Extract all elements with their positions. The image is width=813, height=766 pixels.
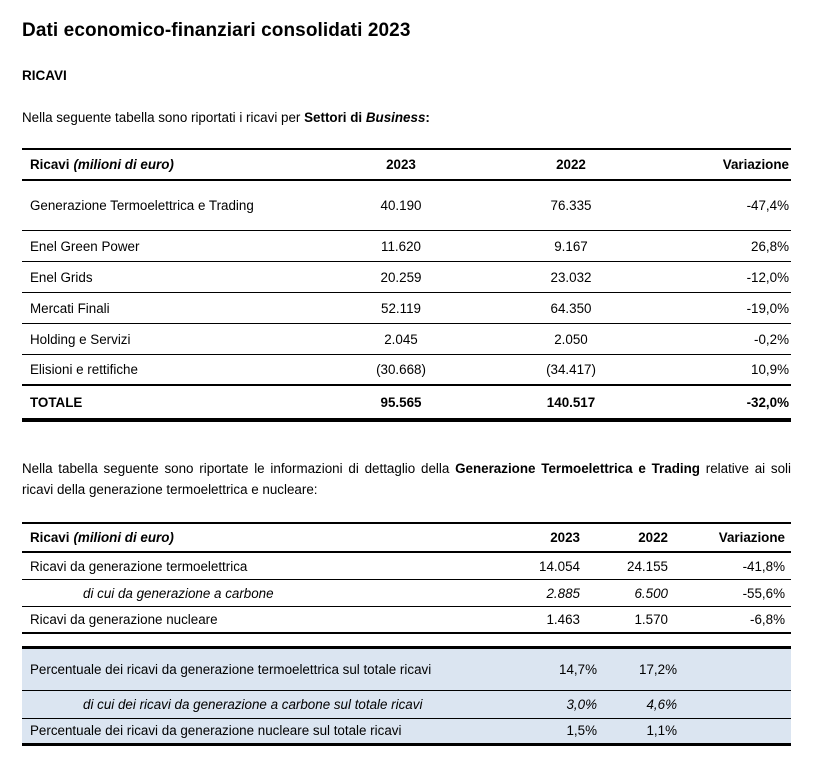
cell-2023: 1.463	[546, 612, 580, 627]
cell-2023: 52.119	[381, 300, 421, 316]
cell-variation: -19,0%	[746, 300, 789, 316]
cell-2022: 140.517	[546, 394, 596, 410]
cell-2023: 3,0%	[566, 696, 597, 712]
cell-2022: 9.167	[554, 238, 588, 254]
table-row: di cui dei ricavi da generazione a carbo…	[22, 691, 791, 719]
cell-label: Percentuale dei ricavi da generazione nu…	[30, 723, 402, 738]
table2-header-variation: Variazione	[718, 530, 785, 545]
table2-header-2023: 2023	[550, 530, 580, 545]
intro1-bold-italic: Business	[365, 110, 426, 125]
cell-variation: -32,0%	[746, 394, 789, 410]
cell-2022: 17,2%	[639, 661, 677, 677]
cell-label: Percentuale dei ricavi da generazione te…	[30, 661, 432, 677]
cell-variation: -41,8%	[742, 558, 785, 574]
cell-2023: 14.054	[539, 558, 580, 574]
cell-2022: 2.050	[554, 331, 588, 347]
table-row: Generazione Termoelettrica e Trading 40.…	[22, 181, 791, 231]
cell-2023: 1,5%	[566, 723, 597, 738]
cell-label: Enel Green Power	[30, 238, 140, 254]
table1-header-variation: Variazione	[722, 157, 789, 172]
cell-2023: 20.259	[380, 269, 422, 285]
table1-header-2023: 2023	[386, 157, 416, 172]
intro1-bold: Settori di	[304, 110, 366, 125]
cell-2022: 64.350	[550, 300, 592, 316]
cell-variation: -6,8%	[750, 612, 785, 627]
table1-header-unit: (milioni di euro)	[73, 157, 174, 172]
cell-label: Holding e Servizi	[30, 331, 131, 347]
cell-2022: 4,6%	[646, 696, 677, 712]
cell-label: TOTALE	[30, 394, 83, 410]
table-row: Ricavi da generazione nucleare 1.463 1.5…	[22, 607, 791, 634]
document-title: Dati economico-finanziari consolidati 20…	[22, 20, 411, 41]
cell-2023: 2.045	[384, 331, 418, 347]
cell-label: Ricavi da generazione termoelettrica	[30, 558, 248, 574]
cell-variation: 10,9%	[751, 362, 789, 377]
table2-header-2022: 2022	[638, 530, 668, 545]
table-row: Enel Green Power 11.620 9.167 26,8%	[22, 231, 791, 262]
cell-2023: 2.885	[546, 585, 580, 601]
cell-label: Enel Grids	[30, 269, 93, 285]
table-row: Ricavi da generazione termoelettrica 14.…	[22, 553, 791, 580]
table-row: Enel Grids 20.259 23.032 -12,0%	[22, 262, 791, 293]
cell-label: di cui da generazione a carbone	[83, 585, 274, 601]
table-row: Percentuale dei ricavi da generazione nu…	[22, 719, 791, 743]
section-heading-ricavi: RICAVI	[22, 68, 67, 83]
cell-2022: (34.417)	[546, 362, 596, 377]
cell-variation: -55,6%	[742, 585, 785, 601]
table2-header-label: Ricavi (milioni di euro)	[22, 528, 487, 547]
cell-2023: (30.668)	[376, 362, 426, 377]
intro-paragraph-1: Nella seguente tabella sono riportati i …	[22, 107, 791, 128]
table1-header-ricavi: Ricavi	[30, 157, 70, 172]
cell-label: Ricavi da generazione nucleare	[30, 612, 218, 627]
cell-2023: 95.565	[380, 394, 422, 410]
table2-header-row: Ricavi (milioni di euro) 2023 2022 Variaz…	[22, 524, 791, 553]
table2-header-ricavi: Ricavi	[30, 530, 70, 545]
table-row: Percentuale dei ricavi da generazione te…	[22, 649, 791, 691]
thermoelectric-detail-table: Ricavi (milioni di euro) 2023 2022 Variaz…	[22, 522, 791, 634]
cell-2023: 11.620	[381, 238, 421, 254]
cell-label: Generazione Termoelettrica e Trading	[30, 198, 254, 213]
intro1-colon: :	[425, 110, 430, 125]
table1-header-2022: 2022	[556, 157, 586, 172]
intro2-bold: Generazione Termoelettrica e Trading	[455, 461, 700, 476]
table-row: di cui da generazione a carbone 2.885 6.…	[22, 580, 791, 607]
cell-variation: 26,8%	[751, 238, 789, 254]
table1-header-row: Ricavi (milioni di euro) 2023 2022 Variaz…	[22, 150, 791, 181]
table-row: Elisioni e rettifiche (30.668) (34.417) …	[22, 355, 791, 386]
cell-variation: -12,0%	[746, 269, 789, 285]
intro1-regular: Nella seguente tabella sono riportati i …	[22, 110, 305, 125]
cell-label: Elisioni e rettifiche	[30, 362, 138, 377]
intro-paragraph-2: Nella tabella seguente sono riportate le…	[22, 458, 791, 500]
table1-total-row: TOTALE 95.565 140.517 -32,0%	[22, 386, 791, 418]
intro2-regular2: relative ai soli ricavi della generazion…	[22, 461, 792, 497]
table-row: Mercati Finali 52.119 64.350 -19,0%	[22, 293, 791, 324]
cell-variation: -0,2%	[754, 331, 789, 347]
cell-label: Mercati Finali	[30, 300, 110, 316]
cell-2022: 1,1%	[646, 723, 677, 738]
cell-variation: -47,4%	[746, 198, 789, 213]
table1-header-label: Ricavi (milioni di euro)	[22, 155, 292, 174]
table-row: Holding e Servizi 2.045 2.050 -0,2%	[22, 324, 791, 355]
intro2-regular1: Nella tabella seguente sono riportate le…	[22, 461, 456, 476]
revenues-by-sector-table: Ricavi (milioni di euro) 2023 2022 Variaz…	[22, 148, 791, 422]
cell-2023: 40.190	[380, 198, 422, 213]
cell-2023: 14,7%	[559, 661, 597, 677]
cell-2022: 1.570	[634, 612, 668, 627]
revenue-percentage-shaded-table: Percentuale dei ricavi da generazione te…	[22, 646, 791, 746]
cell-2022: 76.335	[550, 198, 592, 213]
table2-header-unit: (milioni di euro)	[73, 530, 174, 545]
cell-2022: 6.500	[634, 585, 668, 601]
cell-2022: 24.155	[627, 558, 668, 574]
cell-label: di cui dei ricavi da generazione a carbo…	[83, 696, 423, 712]
cell-2022: 23.032	[550, 269, 592, 285]
